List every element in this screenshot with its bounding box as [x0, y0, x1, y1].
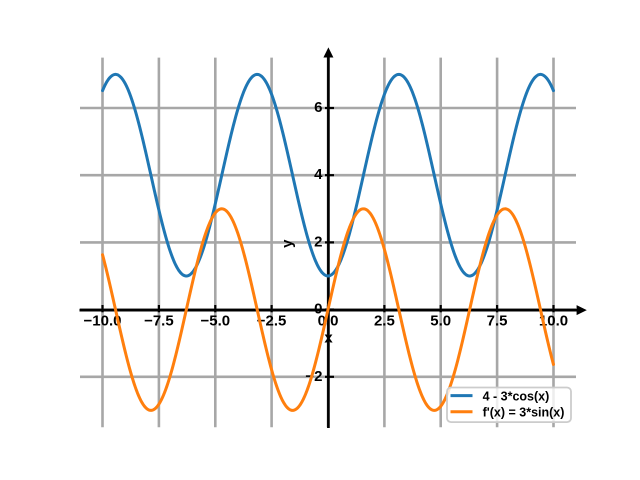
- svg-text:2: 2: [314, 233, 322, 250]
- svg-text:4: 4: [314, 166, 323, 183]
- svg-text:2.5: 2.5: [374, 312, 395, 329]
- svg-text:0: 0: [314, 301, 322, 318]
- svg-text:f'(x) = 3*sin(x): f'(x) = 3*sin(x): [483, 405, 565, 419]
- svg-text:7.5: 7.5: [487, 312, 508, 329]
- svg-text:6: 6: [314, 99, 322, 116]
- svg-text:−5.0: −5.0: [200, 312, 230, 329]
- svg-text:−2.5: −2.5: [257, 312, 287, 329]
- svg-text:4 - 3*cos(x): 4 - 3*cos(x): [483, 389, 550, 403]
- svg-text:−7.5: −7.5: [144, 312, 174, 329]
- svg-text:0.0: 0.0: [318, 312, 339, 329]
- svg-text:5.0: 5.0: [430, 312, 451, 329]
- svg-text:10.0: 10.0: [539, 312, 568, 329]
- svg-text:x: x: [324, 330, 333, 347]
- svg-text:y: y: [279, 239, 296, 248]
- svg-text:−10.0: −10.0: [84, 312, 122, 329]
